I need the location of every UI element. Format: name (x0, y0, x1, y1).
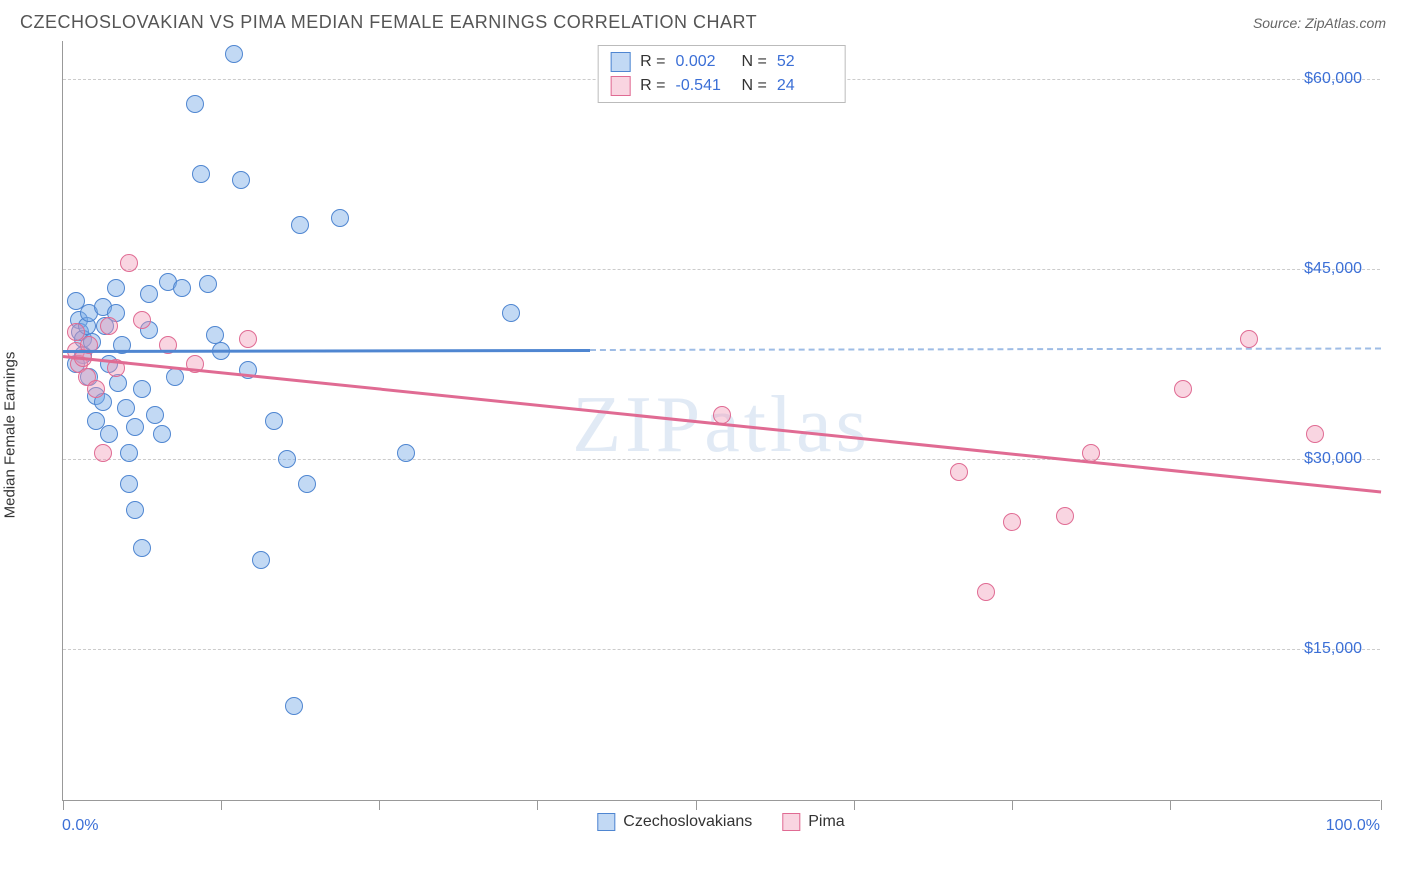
data-point-pima (977, 583, 995, 601)
x-axis-max-label: 100.0% (1326, 817, 1380, 835)
data-point-czech (225, 45, 243, 63)
data-point-pima (713, 406, 731, 424)
grid-line (63, 269, 1380, 270)
y-tick-label: $45,000 (1304, 260, 1362, 278)
x-tick (1381, 800, 1382, 810)
data-point-czech (133, 380, 151, 398)
data-point-czech (199, 275, 217, 293)
y-axis-label: Median Female Earnings (2, 352, 19, 519)
legend-label-czech: Czechoslovakians (623, 813, 752, 831)
data-point-czech (173, 279, 191, 297)
data-point-czech (109, 374, 127, 392)
data-point-czech (397, 444, 415, 462)
data-point-czech (140, 285, 158, 303)
y-tick-label: $30,000 (1304, 450, 1362, 468)
data-point-czech (107, 279, 125, 297)
data-point-pima (120, 254, 138, 272)
r-value-czech: 0.002 (676, 53, 732, 71)
data-point-pima (87, 380, 105, 398)
grid-line (63, 459, 1380, 460)
data-point-czech (126, 418, 144, 436)
data-point-pima (133, 311, 151, 329)
data-point-pima (950, 463, 968, 481)
legend-swatch-pima (610, 76, 630, 96)
trend-line (63, 355, 1381, 494)
chart-source: Source: ZipAtlas.com (1253, 15, 1386, 31)
data-point-czech (265, 412, 283, 430)
grid-line (63, 649, 1380, 650)
data-point-czech (186, 95, 204, 113)
data-point-pima (1240, 330, 1258, 348)
data-point-pima (1056, 507, 1074, 525)
data-point-czech (146, 406, 164, 424)
data-point-pima (100, 317, 118, 335)
data-point-czech (331, 209, 349, 227)
x-axis-area: 0.0% Czechoslovakians Pima 100.0% (62, 801, 1380, 829)
y-tick-label: $15,000 (1304, 640, 1362, 658)
data-point-czech (278, 450, 296, 468)
trend-line-extrapolated (590, 348, 1381, 352)
legend-row-czech: R = 0.002 N = 52 (610, 50, 833, 74)
data-point-czech (502, 304, 520, 322)
data-point-czech (133, 539, 151, 557)
data-point-czech (100, 425, 118, 443)
data-point-czech (206, 326, 224, 344)
data-point-pima (1082, 444, 1100, 462)
legend-swatch-icon (597, 813, 615, 831)
data-point-czech (153, 425, 171, 443)
trend-line (63, 349, 590, 353)
legend-label-pima: Pima (808, 813, 844, 831)
correlation-legend: R = 0.002 N = 52 R = -0.541 N = 24 (597, 45, 846, 103)
n-value-pima: 24 (777, 77, 833, 95)
plot-area: ZIPatlas R = 0.002 N = 52 R = -0.541 N =… (62, 41, 1380, 801)
data-point-czech (117, 399, 135, 417)
y-tick-label: $60,000 (1304, 70, 1362, 88)
data-point-czech (291, 216, 309, 234)
legend-item-czech: Czechoslovakians (597, 813, 752, 831)
data-point-czech (252, 551, 270, 569)
data-point-czech (192, 165, 210, 183)
data-point-czech (232, 171, 250, 189)
r-label: R = (640, 53, 665, 71)
series-legend: Czechoslovakians Pima (597, 813, 844, 831)
r-value-pima: -0.541 (676, 77, 732, 95)
legend-swatch-czech (610, 52, 630, 72)
chart-title: CZECHOSLOVAKIAN VS PIMA MEDIAN FEMALE EA… (20, 12, 757, 33)
data-point-czech (285, 697, 303, 715)
data-point-pima (1003, 513, 1021, 531)
n-label: N = (742, 77, 767, 95)
data-point-pima (239, 330, 257, 348)
data-point-pima (94, 444, 112, 462)
data-point-czech (298, 475, 316, 493)
data-point-czech (166, 368, 184, 386)
data-point-czech (126, 501, 144, 519)
chart-header: CZECHOSLOVAKIAN VS PIMA MEDIAN FEMALE EA… (0, 0, 1406, 41)
n-value-czech: 52 (777, 53, 833, 71)
legend-item-pima: Pima (782, 813, 844, 831)
data-point-czech (120, 444, 138, 462)
data-point-pima (1174, 380, 1192, 398)
legend-swatch-icon (782, 813, 800, 831)
data-point-czech (120, 475, 138, 493)
r-label: R = (640, 77, 665, 95)
data-point-pima (1306, 425, 1324, 443)
n-label: N = (742, 53, 767, 71)
x-axis-min-label: 0.0% (62, 817, 98, 835)
legend-row-pima: R = -0.541 N = 24 (610, 74, 833, 98)
chart-container: Median Female Earnings ZIPatlas R = 0.00… (20, 41, 1386, 829)
